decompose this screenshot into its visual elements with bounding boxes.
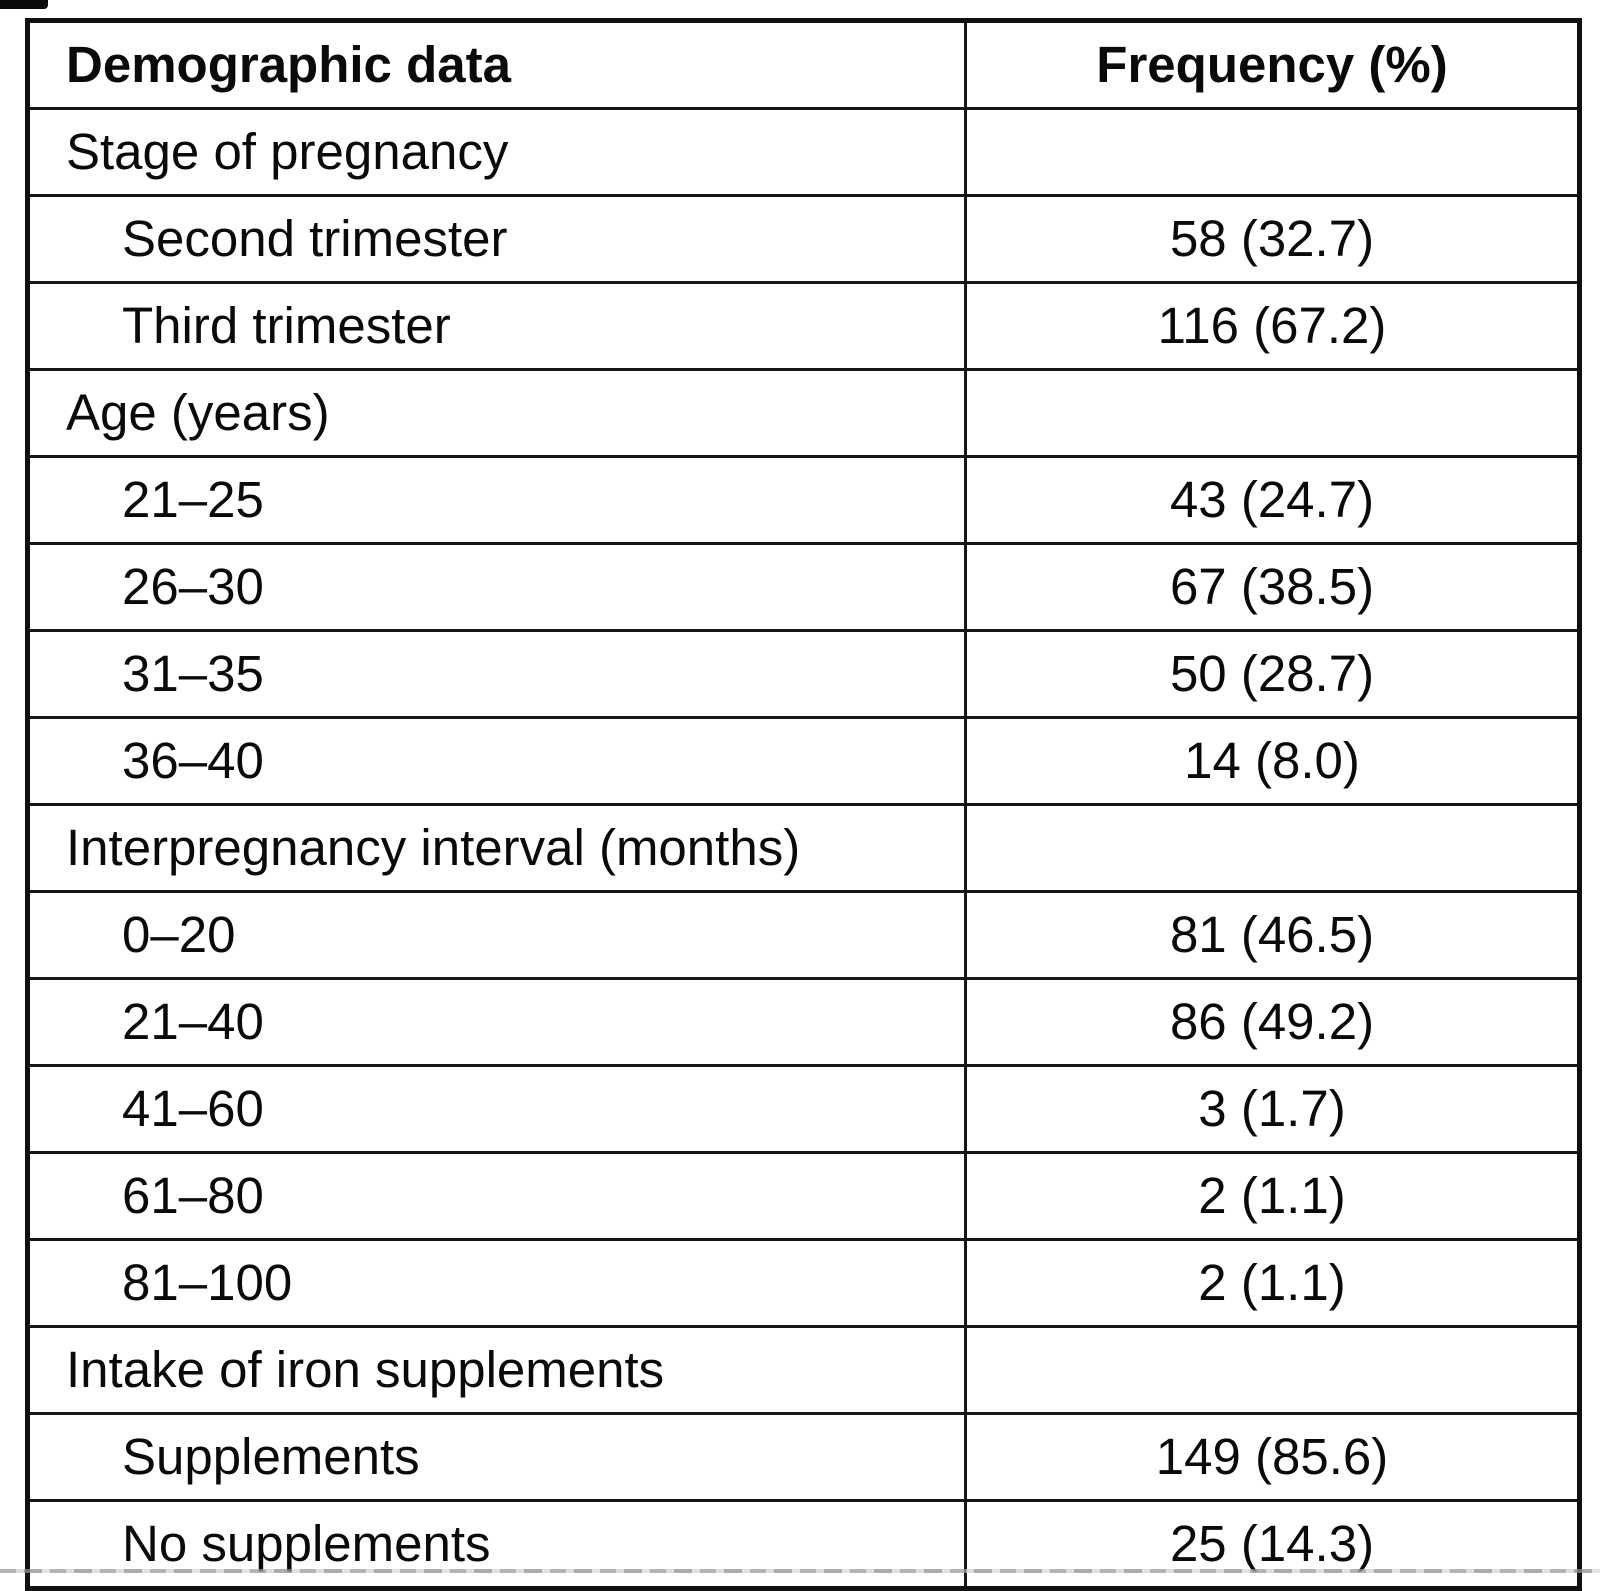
table-row: 61–80 2 (1.1)	[26, 1151, 1581, 1241]
row-value-cell: 14 (8.0)	[964, 716, 1581, 806]
section-row: Interpregnancy interval (months)	[26, 803, 1581, 893]
row-value-cell	[964, 368, 1581, 458]
row-value-cell	[964, 107, 1581, 197]
table-row: Supplements 149 (85.6)	[26, 1412, 1581, 1502]
row-label-cell: Second trimester	[26, 194, 967, 284]
section-row: Age (years)	[26, 368, 1581, 458]
table-row: 36–40 14 (8.0)	[26, 716, 1581, 806]
row-label-cell: 26–30	[26, 542, 967, 632]
row-label-cell: 41–60	[26, 1064, 967, 1154]
row-label-cell: Stage of pregnancy	[26, 107, 967, 197]
row-value-cell: 25 (14.3)	[964, 1499, 1581, 1590]
column-header-frequency: Frequency (%)	[964, 19, 1581, 110]
table-row: 0–20 81 (46.5)	[26, 890, 1581, 980]
row-label-cell: 81–100	[26, 1238, 967, 1328]
row-label-cell: Supplements	[26, 1412, 967, 1502]
row-value-cell: 86 (49.2)	[964, 977, 1581, 1067]
row-value-cell: 3 (1.7)	[964, 1064, 1581, 1154]
row-value-cell	[964, 1325, 1581, 1415]
row-value-cell: 43 (24.7)	[964, 455, 1581, 545]
table-row: 21–40 86 (49.2)	[26, 977, 1581, 1067]
row-label-cell: 36–40	[26, 716, 967, 806]
row-label-cell: 21–25	[26, 455, 967, 545]
table-row: 26–30 67 (38.5)	[26, 542, 1581, 632]
row-label-cell: 31–35	[26, 629, 967, 719]
row-label-cell: 61–80	[26, 1151, 967, 1241]
row-value-cell	[964, 803, 1581, 893]
row-label-cell: No supplements	[26, 1499, 967, 1590]
row-value-cell: 2 (1.1)	[964, 1238, 1581, 1328]
table-body: Stage of pregnancy Second trimester 58 (32…	[26, 107, 1581, 1590]
row-value-cell: 67 (38.5)	[964, 542, 1581, 632]
row-label-cell: Third trimester	[26, 281, 967, 371]
table-row: Second trimester 58 (32.7)	[26, 194, 1581, 284]
table-row: No supplements 25 (14.3)	[26, 1499, 1581, 1590]
row-value-cell: 149 (85.6)	[964, 1412, 1581, 1502]
section-row: Intake of iron supplements	[26, 1325, 1581, 1415]
row-value-cell: 116 (67.2)	[964, 281, 1581, 371]
table-row: Third trimester 116 (67.2)	[26, 281, 1581, 371]
row-label-cell: Intake of iron supplements	[26, 1325, 967, 1415]
row-label-cell: 21–40	[26, 977, 967, 1067]
scan-artifact-bottom-line	[0, 1569, 1600, 1573]
row-value-cell: 81 (46.5)	[964, 890, 1581, 980]
table-row: 31–35 50 (28.7)	[26, 629, 1581, 719]
row-label-cell: Interpregnancy interval (months)	[26, 803, 967, 893]
scan-artifact-top-left	[0, 0, 48, 9]
column-header-demographic-data: Demographic data	[26, 19, 967, 110]
section-row: Stage of pregnancy	[26, 107, 1581, 197]
row-value-cell: 2 (1.1)	[964, 1151, 1581, 1241]
row-value-cell: 50 (28.7)	[964, 629, 1581, 719]
table-row: 21–25 43 (24.7)	[26, 455, 1581, 545]
header-row: Demographic data Frequency (%)	[26, 19, 1581, 110]
row-value-cell: 58 (32.7)	[964, 194, 1581, 284]
row-label-cell: 0–20	[26, 890, 967, 980]
demographics-table: Demographic data Frequency (%) Stage of …	[25, 18, 1582, 1591]
table-row: 41–60 3 (1.7)	[26, 1064, 1581, 1154]
row-label-cell: Age (years)	[26, 368, 967, 458]
table-row: 81–100 2 (1.1)	[26, 1238, 1581, 1328]
